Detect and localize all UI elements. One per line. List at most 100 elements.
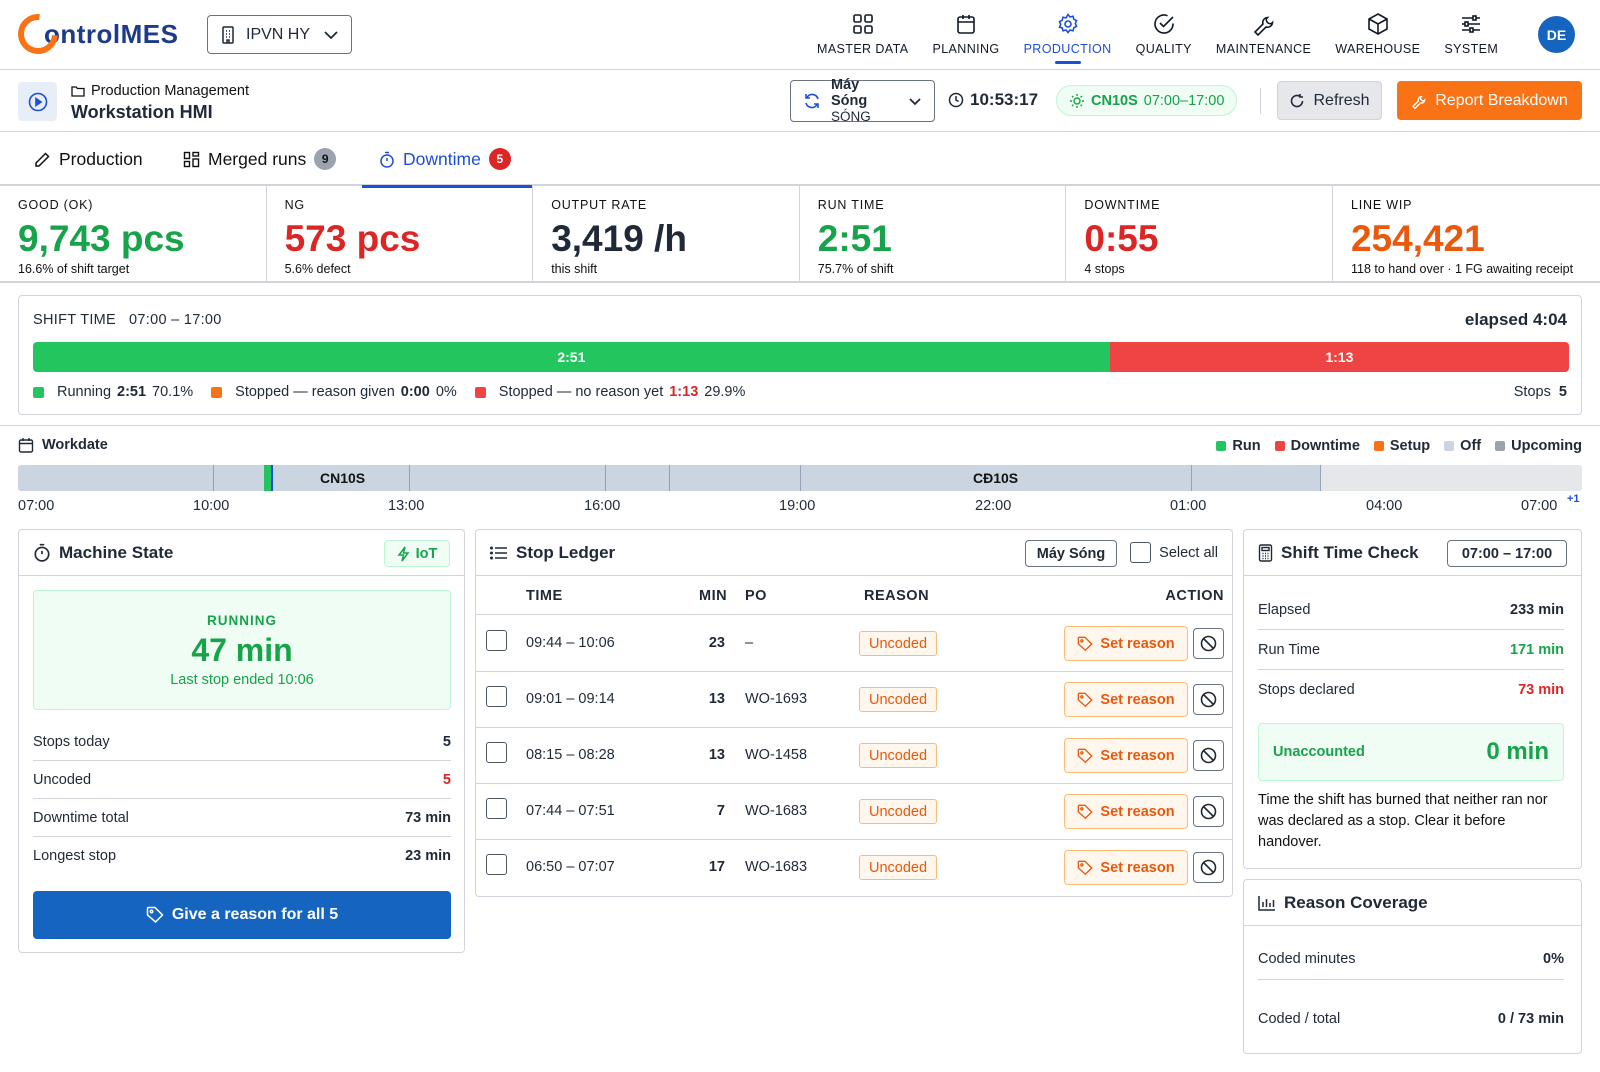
refresh-button[interactable]: Refresh (1277, 81, 1382, 120)
workdate-header: Workdate (18, 437, 108, 453)
machine-selector[interactable]: Máy Sóng SÓNG (790, 77, 935, 124)
row-time: 06:50 – 07:07 (526, 859, 615, 875)
row-checkbox[interactable] (486, 630, 507, 651)
set-reason-button[interactable]: Set reason (1064, 794, 1188, 829)
stat-label: Downtime total (33, 809, 129, 826)
select-all-checkbox[interactable] (1130, 542, 1152, 563)
row-checkbox[interactable] (486, 686, 507, 707)
legend-pct: 0% (435, 384, 457, 400)
stopwatch-icon (33, 543, 51, 562)
legend-swatch (1373, 441, 1384, 451)
nav-master-data[interactable]: MASTER DATA (805, 12, 920, 62)
kpi-downtime: DOWNTIME 0:55 4 stops (1066, 186, 1333, 281)
set-reason-button[interactable]: Set reason (1064, 626, 1188, 661)
check-value: 171 min (1510, 641, 1564, 658)
breadcrumb[interactable]: Production Management (71, 83, 249, 99)
table-row: 08:15 – 08:28 13 WO-1458 Uncoded Set rea… (476, 728, 1232, 784)
tab-downtime[interactable]: Downtime 5 (362, 132, 532, 188)
hour-tick (1191, 465, 1192, 491)
kpi-line-wip: LINE WIP 254,421 118 to hand over · 1 FG… (1333, 186, 1600, 281)
set-reason-button[interactable]: Set reason (1064, 738, 1188, 773)
kpi-sub: this shift (551, 262, 598, 276)
main-nav: MASTER DATA PLANNING PRODUCTION QUALITY … (805, 12, 1510, 64)
kpi-output-rate: OUTPUT RATE 3,419 /h this shift (533, 186, 800, 281)
nav-quality[interactable]: QUALITY (1124, 12, 1204, 62)
last-stop: Last stop ended 10:06 (170, 672, 314, 688)
row-time: 09:44 – 10:06 (526, 635, 615, 651)
row-time: 07:44 – 07:51 (526, 803, 615, 819)
stops-count: Stops 5 (1514, 384, 1567, 400)
hour-tick (409, 465, 410, 491)
give-reason-all-button[interactable]: Give a reason for all 5 (33, 891, 451, 939)
stop-segment: 1:13 (1109, 342, 1569, 372)
kpi-value: 573 pcs (284, 218, 421, 259)
bar-chart-icon (1258, 895, 1276, 911)
row-min: 13 (708, 747, 725, 763)
set-reason-button[interactable]: Set reason (1064, 682, 1188, 717)
dismiss-button[interactable] (1193, 852, 1224, 883)
stat-value: 23 min (405, 848, 451, 864)
dismiss-button[interactable] (1193, 684, 1224, 715)
stat-value: 5 (442, 771, 451, 788)
next-day-marker: +1 (1567, 493, 1580, 505)
tab-production[interactable]: Production (34, 132, 143, 186)
nav-label: MAINTENANCE (1215, 42, 1312, 56)
kpi-ng: NG 573 pcs 5.6% defect (267, 186, 534, 281)
row-checkbox[interactable] (486, 798, 507, 819)
stat-row: Stops today 5 (33, 723, 451, 761)
check-value: 73 min (1518, 682, 1564, 698)
column-header: TIME (526, 588, 563, 604)
dismiss-button[interactable] (1193, 796, 1224, 827)
stat-row: Uncoded 5 (33, 761, 451, 799)
plant-selector-value: IPVN HY (246, 25, 311, 43)
legend-value: 0:00 (400, 384, 430, 400)
kpi-sub: 4 stops (1084, 262, 1125, 276)
shift-label: CĐ10S (973, 470, 1019, 486)
reason-coverage-panel: Reason Coverage Coded minutes 0% Coded / … (1243, 879, 1582, 1054)
row-checkbox[interactable] (486, 854, 507, 875)
select-all[interactable]: Select all (1130, 542, 1218, 563)
row-checkbox[interactable] (486, 742, 507, 763)
nav-system[interactable]: SYSTEM (1432, 12, 1510, 62)
nav-production[interactable]: PRODUCTION (1012, 12, 1124, 64)
table-row: 06:50 – 07:07 17 WO-1683 Uncoded Set rea… (476, 840, 1232, 896)
machine-filter-chip[interactable]: Máy Sóng (1025, 540, 1117, 567)
nav-label: MASTER DATA (817, 42, 909, 56)
report-breakdown-button[interactable]: Report Breakdown (1397, 81, 1582, 120)
set-reason-button[interactable]: Set reason (1064, 850, 1188, 885)
table-row: 09:01 – 09:14 13 WO-1693 Uncoded Set rea… (476, 672, 1232, 728)
legend-swatch (1495, 441, 1506, 451)
kpi-value: 0:55 (1084, 218, 1159, 259)
nav-warehouse[interactable]: WAREHOUSE (1323, 12, 1432, 62)
upcoming-segment (1320, 465, 1582, 491)
check-circle-icon (1152, 12, 1176, 42)
nav-maintenance[interactable]: MAINTENANCE (1204, 12, 1323, 62)
shift-range-chip[interactable]: 07:00 – 17:00 (1447, 540, 1567, 567)
user-avatar[interactable]: DE (1538, 16, 1575, 53)
panel-header: Stop Ledger (476, 530, 1232, 576)
check-row: Elapsed 233 min (1258, 590, 1564, 630)
running-status: RUNNING 47 min Last stop ended 10:06 (33, 590, 451, 710)
dismiss-button[interactable] (1193, 628, 1224, 659)
coverage-value: 0% (1543, 950, 1564, 967)
legend-pct: 70.1% (152, 384, 194, 400)
clock-time: 10:53:17 (970, 90, 1039, 109)
calculator-icon (1258, 543, 1273, 562)
check-value: 233 min (1510, 601, 1564, 618)
stopwatch-icon (379, 151, 395, 168)
row-po: WO-1693 (745, 691, 808, 707)
dismiss-button[interactable] (1193, 740, 1224, 771)
coverage-row: Coded / total 0 / 73 min (1258, 998, 1564, 1040)
play-button[interactable] (18, 82, 57, 121)
stat-value: 73 min (405, 809, 451, 826)
check-label: Run Time (1258, 641, 1321, 658)
nav-planning[interactable]: PLANNING (920, 12, 1011, 62)
workdate-timeline[interactable]: CN10S CĐ10S (18, 465, 1582, 491)
table-row: 07:44 – 07:51 7 WO-1683 Uncoded Set reas… (476, 784, 1232, 840)
tab-merged-runs[interactable]: Merged runs 9 (183, 132, 337, 186)
logo-mark (9, 5, 67, 63)
plant-selector[interactable]: IPVN HY (207, 15, 352, 54)
report-label: Report Breakdown (1435, 91, 1568, 109)
legend-label: Off (1460, 438, 1482, 454)
brand-logo[interactable]: ontrolMES (9, 5, 179, 63)
